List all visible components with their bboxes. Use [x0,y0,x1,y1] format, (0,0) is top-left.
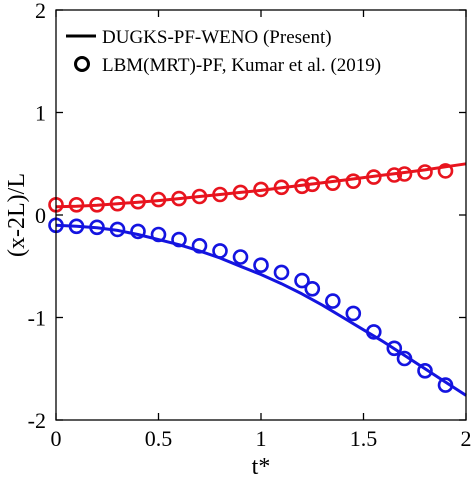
legend-label-line: DUGKS-PF-WENO (Present) [102,27,332,48]
bubble-marker [109,195,126,212]
x-tick-label: 1.5 [350,426,378,451]
bubble-marker [232,184,249,201]
x-tick-label: 0 [51,426,62,451]
spike-marker [191,238,208,254]
bubble-marker [304,176,321,193]
spike-marker [386,340,403,357]
bubble-marker [345,173,362,189]
spike-marker [437,377,454,393]
x-axis-label: t* [252,454,271,480]
bubble-marker [273,179,290,196]
spike-marker [232,249,249,265]
legend: DUGKS-PF-WENO (Present) LBM(MRT)-PF, Kum… [66,27,381,76]
spike-marker [89,219,105,236]
bubble-marker [130,193,146,210]
spike-marker [345,305,362,322]
bubble-marker [437,163,454,179]
y-axis-label: (x-2L)/L [4,173,30,257]
x-tick-label: 0.5 [145,426,173,451]
spike-marker [273,264,290,281]
bubble-marker [417,164,433,180]
spike-marker [324,293,341,309]
x-tick-label: 1 [256,426,267,451]
spike-marker [109,221,126,238]
bubble-marker [365,169,382,185]
legend-label-circle: LBM(MRT)-PF, Kumar et al. (2019) [102,55,381,76]
bubble-marker [386,167,403,183]
bubble-marker [68,197,85,213]
y-tick-label: 1 [35,101,46,126]
spike-marker [212,243,228,259]
bubble-marker [171,190,187,207]
spike-marker [171,231,187,248]
y-tick-label: -2 [28,408,46,433]
y-tick-label: 2 [35,0,46,23]
x-tick-label: 2 [461,426,472,451]
tick-labels: 0 0.5 1 1.5 2 -2 -1 0 1 2 [28,0,472,451]
spike-marker [130,223,146,240]
bubble-marker [253,181,269,198]
spike-marker [417,362,433,379]
legend-circle-marker [74,56,90,72]
ticks [55,9,467,421]
bubble-marker [191,188,208,205]
spike-marker [365,324,382,340]
y-tick-label: -1 [28,306,46,331]
y-tick-label: 0 [35,203,46,228]
bubble-marker [396,166,413,182]
bubble-marker [150,191,167,208]
spike-marker [68,218,85,235]
bubble-marker [89,197,105,213]
spike-marker [253,257,269,274]
bubble-marker [212,186,228,203]
bubble-marker [324,175,341,191]
bubble-marker [294,178,310,195]
spike-marker [150,226,167,243]
spike-marker [294,272,310,289]
spike-marker [304,280,321,297]
spike-marker [396,350,413,367]
